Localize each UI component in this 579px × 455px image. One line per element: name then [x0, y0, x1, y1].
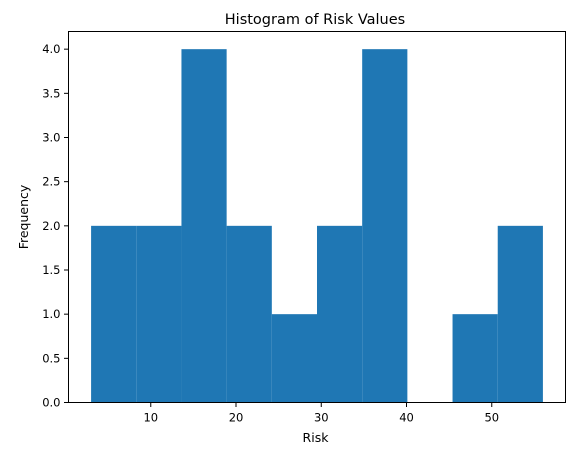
y-tick-label: 0.0 [42, 396, 60, 410]
x-axis-label: Risk [303, 430, 330, 445]
y-axis-label: Frequency [16, 184, 31, 249]
y-tick-label: 2.5 [42, 175, 60, 189]
bars-group [91, 49, 543, 402]
histogram-bar-2 [181, 49, 226, 402]
histogram-bar-9 [498, 226, 543, 403]
y-tick-label: 2.0 [42, 219, 60, 233]
x-axis-ticks: 10 20 30 40 50 [143, 403, 499, 425]
histogram-bar-1 [136, 226, 181, 403]
x-tick-label: 30 [314, 411, 329, 425]
x-tick-label: 10 [143, 411, 158, 425]
histogram-bar-8 [453, 314, 498, 402]
histogram-bar-4 [272, 314, 317, 402]
y-tick-label: 3.5 [42, 86, 60, 100]
x-tick-label: 50 [484, 411, 499, 425]
histogram-bar-5 [317, 226, 362, 403]
histogram-bar-6 [362, 49, 407, 402]
histogram-bar-3 [227, 226, 272, 403]
y-tick-label: 0.5 [42, 351, 60, 365]
y-axis-ticks: 0.0 0.5 1.0 1.5 2.0 2.5 3.0 3.5 4.0 [42, 42, 68, 409]
x-tick-label: 40 [399, 411, 414, 425]
chart-title: Histogram of Risk Values [225, 12, 405, 28]
x-tick-label: 20 [229, 411, 244, 425]
y-tick-label: 4.0 [42, 42, 60, 56]
y-tick-label: 1.5 [42, 263, 60, 277]
y-tick-label: 3.0 [42, 131, 60, 145]
histogram-bar-0 [91, 226, 136, 403]
y-tick-label: 1.0 [42, 307, 60, 321]
